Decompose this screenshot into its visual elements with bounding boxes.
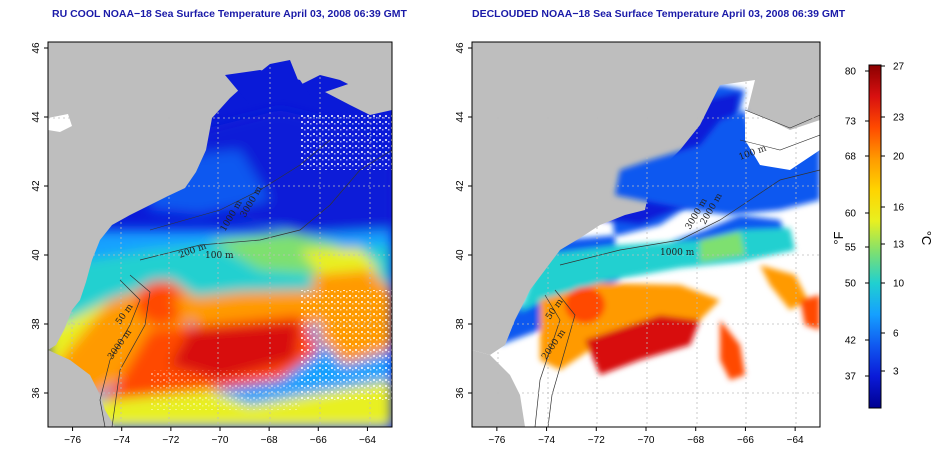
colorbar-bar [868,64,882,409]
depth-contour [111,274,151,427]
axis-ticks-right: −76 −74 −72 −70 −68 −66 −64 36 38 40 42 44 46 [455,42,804,446]
land-mass [325,78,392,115]
x-tick-label: −70 [212,435,229,446]
lat-lon-grid [472,42,820,427]
cloud-patch [48,114,72,132]
colorbar-f-label: 73 [845,117,857,128]
colorbar-f-label: 55 [845,243,857,254]
x-tick-label: −76 [488,435,505,446]
colorbar-c-label: 27 [893,62,905,73]
colorbar-f-label: 80 [845,67,857,78]
y-tick-label: 44 [31,111,42,123]
depth-contour [149,139,331,231]
x-tick-label: −76 [64,435,81,446]
x-tick-label: −66 [310,435,327,446]
map-panel-right [472,42,820,427]
x-tick-label: −74 [113,435,130,446]
colorbar-c-label: 16 [893,203,905,214]
contour-label: 100 m [205,251,234,261]
colorbar-c-label: 13 [893,240,905,251]
colorbar-f-label: 42 [845,336,857,347]
lat-lon-grid [48,42,392,427]
x-tick-label: −68 [261,435,278,446]
depth-contour [739,134,820,151]
land-mass [472,350,525,427]
colorbar-f-label: 68 [845,152,857,163]
depth-contour [139,149,392,261]
colorbar-f-label: 50 [845,279,857,290]
depth-contour [744,109,820,129]
x-tick-label: −66 [737,435,754,446]
colorbar-c-label: 3 [893,367,899,378]
panel-title-left: RU COOL NOAA−18 Sea Surface Temperature … [52,8,407,20]
y-tick-label: 38 [455,318,466,330]
colorbar-f-label: 60 [845,209,857,220]
contour-label: 1000 m [660,248,695,258]
map-panel-left [48,42,392,427]
y-tick-label: 36 [31,387,42,399]
sst-field [615,110,820,215]
y-tick-label: 46 [31,42,42,54]
x-tick-label: −74 [538,435,555,446]
y-tick-label: 36 [455,387,466,399]
sst-field [225,70,310,105]
x-tick-label: −70 [638,435,655,446]
depth-contour [547,289,576,427]
cloud-speckle [300,290,392,400]
colorbar-unit-fahrenheit: °F [831,231,846,244]
colorbar-c-label: 20 [893,152,905,163]
y-tick-label: 40 [455,249,466,261]
axis-ticks-left: −76 −74 −72 −70 −68 −66 −64 36 38 40 42 44 46 [31,42,376,446]
colorbar-c-label: 10 [893,279,905,290]
x-tick-label: −64 [787,435,804,446]
y-tick-label: 46 [455,42,466,54]
y-tick-label: 42 [455,180,466,192]
colorbar-c-label: 23 [893,113,905,124]
y-tick-label: 42 [31,180,42,192]
x-tick-label: −68 [687,435,704,446]
colorbar-unit-celsius: °C [919,231,934,246]
panel-title-right: DECLOUDED NOAA−18 Sea Surface Temperatur… [472,8,846,20]
x-tick-label: −72 [162,435,179,446]
colorbar-c-label: 6 [893,329,899,340]
depth-contour [559,169,820,266]
cloud-speckle [150,370,300,410]
depth-contour [534,294,561,427]
colorbar-f-label: 37 [845,372,857,383]
depth-contour [99,279,141,427]
x-tick-label: −72 [588,435,605,446]
x-tick-label: −64 [359,435,376,446]
land-mass [48,350,115,427]
cloud-speckle [300,115,392,170]
colorbar-ticks: 80 73 68 60 55 50 42 37 27 23 20 16 13 10 6 3 [845,62,905,383]
y-tick-label: 44 [455,111,466,123]
y-tick-label: 40 [31,249,42,261]
land-mass [48,42,392,350]
y-tick-label: 38 [31,318,42,330]
colorbar: 80 73 68 60 55 50 42 37 27 23 20 16 13 10 6 3 °F °C [831,62,934,409]
cloud-mask [745,110,820,170]
